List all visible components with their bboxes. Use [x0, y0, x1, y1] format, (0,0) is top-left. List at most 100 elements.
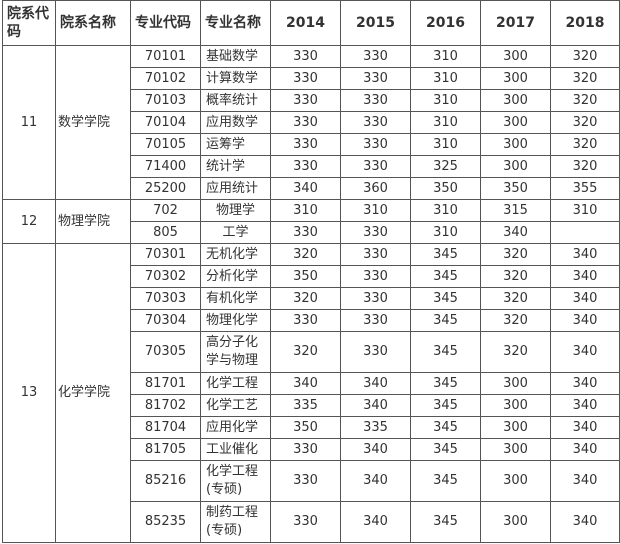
score-cell: 330 — [270, 111, 341, 134]
score-cell: 345 — [410, 416, 481, 439]
major-name-cell: 基础数学 — [200, 45, 271, 68]
score-cell: 320 — [270, 243, 341, 266]
score-cell: 320 — [550, 45, 620, 68]
table-row: 70105 运筹学 330 330 310 300 320 — [3, 133, 620, 156]
score-cell: 300 — [480, 111, 551, 134]
score-cell: 300 — [480, 89, 551, 112]
score-cell: 330 — [340, 45, 411, 68]
dept-code-cell: 13 — [2, 243, 56, 543]
score-cell — [550, 221, 620, 244]
header-dept-code: 院系代码 — [2, 0, 56, 46]
score-cell: 345 — [410, 394, 481, 417]
dept-name-cell: 化学学院 — [55, 243, 131, 543]
score-cell: 300 — [480, 438, 551, 461]
major-name-line: (专硕) — [206, 523, 243, 538]
score-cell: 350 — [270, 265, 341, 288]
score-cell: 330 — [340, 331, 411, 373]
score-cell: 340 — [340, 438, 411, 461]
major-name-cell: 无机化学 — [200, 243, 271, 266]
table-row: 805 工学 330 330 310 340 — [3, 221, 620, 244]
score-cell: 340 — [550, 460, 620, 502]
table-row: 70305 高分子化 学与物理 320 330 345 320 340 — [3, 331, 620, 373]
score-cell: 350 — [270, 416, 341, 439]
score-cell: 310 — [410, 45, 481, 68]
major-code-cell: 70305 — [130, 331, 201, 373]
major-name-cell: 高分子化 学与物理 — [200, 331, 271, 373]
major-code-cell: 70303 — [130, 287, 201, 310]
score-cell: 345 — [410, 287, 481, 310]
table-row: 81702 化学工艺 335 340 345 300 340 — [3, 394, 620, 417]
score-cell: 310 — [410, 221, 481, 244]
score-cell: 345 — [410, 460, 481, 502]
score-cell: 330 — [340, 89, 411, 112]
header-year: 2017 — [480, 0, 551, 46]
score-cell: 340 — [270, 372, 341, 395]
score-cell: 330 — [270, 67, 341, 90]
score-cell: 340 — [550, 331, 620, 373]
major-name-cell: 应用统计 — [200, 177, 271, 200]
major-code-cell: 71400 — [130, 155, 201, 178]
score-cell: 310 — [270, 199, 341, 222]
score-cell: 345 — [410, 501, 481, 543]
table-row: 81705 工业催化 330 340 345 300 340 — [3, 438, 620, 461]
score-cell: 320 — [480, 287, 551, 310]
table-row: 13 化学学院 70301 无机化学 320 330 345 320 340 — [2, 243, 620, 543]
major-code-cell: 70105 — [130, 133, 201, 156]
score-cell: 300 — [480, 394, 551, 417]
score-cell: 310 — [550, 199, 620, 222]
score-cell: 340 — [340, 372, 411, 395]
major-name-line: (专硕) — [206, 482, 243, 497]
major-code-cell: 70104 — [130, 111, 201, 134]
major-code-cell: 25200 — [130, 177, 201, 200]
score-cell: 330 — [340, 243, 411, 266]
score-cell: 320 — [550, 111, 620, 134]
major-code-cell: 85216 — [130, 460, 201, 502]
table-row: 12 物理学院 702 物理学 310 310 310 315 310 — [2, 199, 620, 244]
score-cell: 300 — [480, 133, 551, 156]
score-cell: 330 — [340, 309, 411, 332]
score-cell: 340 — [480, 221, 551, 244]
major-name-cell: 化学工艺 — [200, 394, 271, 417]
major-name-cell: 工业催化 — [200, 438, 271, 461]
score-cell: 330 — [340, 155, 411, 178]
score-cell: 340 — [340, 501, 411, 543]
header-major-name: 专业名称 — [200, 0, 271, 46]
score-cell: 300 — [480, 460, 551, 502]
major-name-cell: 计算数学 — [200, 67, 271, 90]
major-name-cell: 化学工程 (专硕) — [200, 460, 271, 502]
major-name-cell: 分析化学 — [200, 265, 271, 288]
score-cell: 330 — [270, 133, 341, 156]
major-name-cell: 运筹学 — [200, 133, 271, 156]
score-cell: 340 — [550, 394, 620, 417]
table-row: 70104 应用数学 330 330 310 300 320 — [3, 111, 620, 134]
score-cell: 340 — [340, 394, 411, 417]
major-name-cell: 化学工程 — [200, 372, 271, 395]
major-name-cell: 物理学 — [200, 199, 271, 222]
major-name-line: 制药工程 — [206, 505, 259, 520]
major-code-cell: 70101 — [130, 45, 201, 68]
major-name-line: 学与物理 — [206, 353, 259, 368]
score-cell: 340 — [550, 243, 620, 266]
score-cell: 300 — [480, 501, 551, 543]
score-cell: 335 — [270, 394, 341, 417]
score-cell: 300 — [480, 416, 551, 439]
score-cell: 310 — [410, 67, 481, 90]
score-cell: 330 — [270, 460, 341, 502]
dept-name-cell: 物理学院 — [55, 199, 131, 244]
score-cell: 320 — [480, 309, 551, 332]
header-year: 2018 — [550, 0, 620, 46]
score-cell: 345 — [410, 438, 481, 461]
score-cell: 320 — [550, 67, 620, 90]
major-name-cell: 工学 — [200, 221, 271, 244]
score-cell: 300 — [480, 45, 551, 68]
score-cell: 330 — [270, 155, 341, 178]
score-cell: 340 — [550, 265, 620, 288]
score-cell: 355 — [550, 177, 620, 200]
score-cell: 360 — [340, 177, 411, 200]
major-name-cell: 有机化学 — [200, 287, 271, 310]
major-name-cell: 应用化学 — [200, 416, 271, 439]
major-code-cell: 70102 — [130, 67, 201, 90]
score-cell: 330 — [270, 438, 341, 461]
score-cell: 320 — [270, 287, 341, 310]
